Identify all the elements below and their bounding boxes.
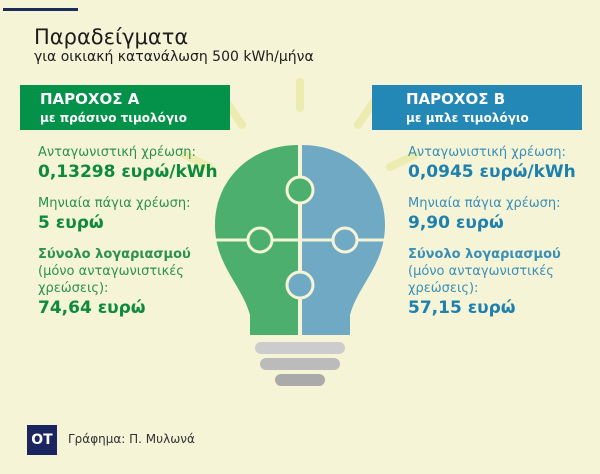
total-note-2: χρεώσεις): <box>408 281 479 296</box>
provider-a-tariff: με πράσινο τιμολόγιο <box>40 111 187 125</box>
provider-b-header: ΠΑΡΟΧΟΣ Β με μπλε τιμολόγιο <box>372 85 582 130</box>
total-value: 57,15 ευρώ <box>408 298 516 318</box>
provider-b-details: Ανταγωνιστική χρέωση: 0,0945 ευρώ/kWh Μη… <box>408 144 600 331</box>
ot-logo: OT <box>27 425 57 455</box>
top-accent-line <box>3 8 78 11</box>
total-note-1: (μόνο ανταγωνιστικές <box>38 264 184 279</box>
provider-a-header: ΠΑΡΟΧΟΣ Α με πράσινο τιμολόγιο <box>20 85 230 130</box>
competitive-value: 0,0945 ευρώ/kWh <box>408 162 576 182</box>
page-subtitle: για οικιακή κατανάλωση 500 kWh/μήνα <box>34 49 314 65</box>
graphic-credit: Γράφημα: Π. Μυλωνά <box>68 432 195 446</box>
fixed-value: 9,90 ευρώ <box>408 213 504 233</box>
total-label: Σύνολο λογαριασμού <box>408 247 561 262</box>
provider-b-name: ΠΑΡΟΧΟΣ Β <box>406 90 506 108</box>
total-note-2: χρεώσεις): <box>38 281 109 296</box>
provider-b-tariff: με μπλε τιμολόγιο <box>406 111 529 125</box>
provider-a-details: Ανταγωνιστική χρέωση: 0,13298 ευρώ/kWh Μ… <box>38 144 238 331</box>
fixed-label: Μηνιαία πάγια χρέωση: <box>38 196 191 211</box>
lightbulb-puzzle-icon <box>181 78 419 386</box>
total-label: Σύνολο λογαριασμού <box>38 247 191 262</box>
fixed-value: 5 ευρώ <box>38 213 104 233</box>
competitive-value: 0,13298 ευρώ/kWh <box>38 162 218 182</box>
total-value: 74,64 ευρώ <box>38 298 146 318</box>
competitive-label: Ανταγωνιστική χρέωση: <box>38 145 196 160</box>
provider-a-name: ΠΑΡΟΧΟΣ Α <box>40 90 140 108</box>
page-title: Παραδείγματα <box>34 25 189 49</box>
total-note-1: (μόνο ανταγωνιστικές <box>408 264 554 279</box>
fixed-label: Μηνιαία πάγια χρέωση: <box>408 196 561 211</box>
competitive-label: Ανταγωνιστική χρέωση: <box>408 145 566 160</box>
